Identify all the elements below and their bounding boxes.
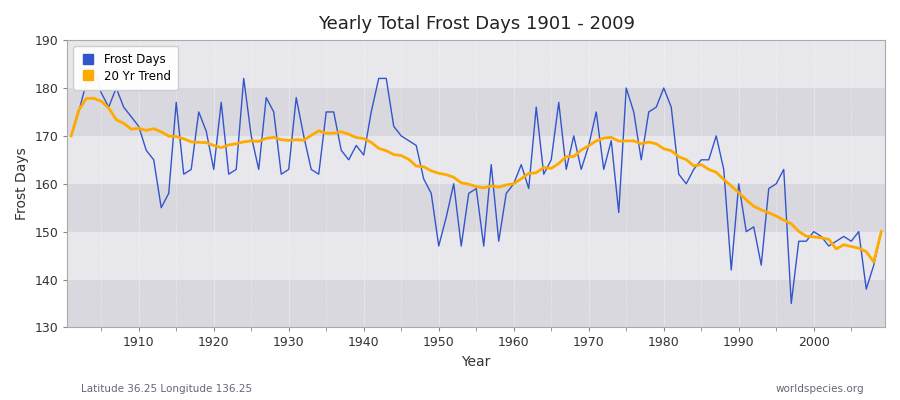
Bar xyxy=(68,136,885,184)
Text: Latitude 36.25 Longitude 136.25: Latitude 36.25 Longitude 136.25 xyxy=(81,384,252,394)
Text: worldspecies.org: worldspecies.org xyxy=(776,384,864,394)
20 Yr Trend xyxy=(343,132,354,137)
Line: Frost Days: Frost Days xyxy=(71,69,881,304)
Frost Days xyxy=(508,181,519,186)
Frost Days xyxy=(66,134,77,138)
Y-axis label: Frost Days: Frost Days xyxy=(15,147,29,220)
20 Yr Trend xyxy=(876,229,886,234)
Frost Days xyxy=(88,66,99,71)
20 Yr Trend xyxy=(298,138,309,142)
20 Yr Trend xyxy=(868,260,879,264)
20 Yr Trend xyxy=(88,96,99,101)
Title: Yearly Total Frost Days 1901 - 2009: Yearly Total Frost Days 1901 - 2009 xyxy=(318,15,634,33)
20 Yr Trend xyxy=(133,126,144,131)
Frost Days xyxy=(343,158,354,162)
Frost Days xyxy=(516,162,526,167)
Line: 20 Yr Trend: 20 Yr Trend xyxy=(71,98,881,262)
Frost Days xyxy=(876,229,886,234)
Bar xyxy=(68,280,885,328)
Bar xyxy=(68,88,885,136)
X-axis label: Year: Year xyxy=(462,355,490,369)
20 Yr Trend xyxy=(606,135,616,140)
Frost Days xyxy=(786,301,796,306)
20 Yr Trend xyxy=(508,181,519,186)
Bar xyxy=(68,184,885,232)
Legend: Frost Days, 20 Yr Trend: Frost Days, 20 Yr Trend xyxy=(74,46,178,90)
Frost Days xyxy=(298,134,309,138)
Bar xyxy=(68,40,885,88)
20 Yr Trend xyxy=(516,176,526,181)
Bar xyxy=(68,232,885,280)
Frost Days xyxy=(606,138,616,143)
Frost Days xyxy=(133,124,144,129)
20 Yr Trend xyxy=(66,134,77,138)
